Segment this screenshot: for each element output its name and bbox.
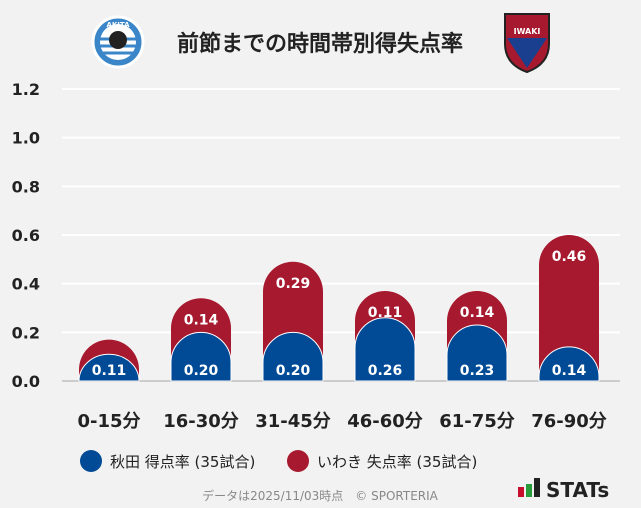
data-label-iwaki: 0.14 [184, 312, 219, 328]
data-label-akita: 0.20 [276, 363, 311, 379]
x-tick-label: 61-75分 [439, 411, 515, 432]
bar-akita [354, 317, 416, 382]
data-label-iwaki: 0.29 [276, 276, 311, 292]
y-tick-label: 0.6 [12, 226, 40, 245]
legend-marker-iwaki [287, 450, 309, 472]
y-tick-label: 0.4 [12, 275, 40, 294]
akita-logo: AKITA [91, 15, 145, 69]
y-tick-label: 1.2 [12, 80, 40, 99]
legend-label-akita: 秋田 得点率 (35試合) [110, 453, 255, 471]
svg-text:AKITA: AKITA [106, 21, 130, 29]
data-label-akita: 0.20 [184, 363, 219, 379]
x-tick-label: 46-60分 [347, 411, 423, 432]
bar-akita [446, 324, 508, 382]
data-label-akita: 0.23 [460, 363, 495, 379]
x-tick-label: 76-90分 [531, 411, 607, 432]
x-tick-label: 0-15分 [77, 411, 140, 432]
y-tick-label: 1.0 [12, 129, 40, 148]
y-tick-label: 0.0 [12, 372, 40, 391]
y-tick-label: 0.8 [12, 177, 40, 196]
data-label-iwaki: 0.14 [460, 305, 495, 321]
iwaki-logo: IWAKI [504, 13, 550, 74]
data-label-iwaki: 0.46 [552, 249, 587, 265]
legend-label-iwaki: いわき 失点率 (35試合) [317, 453, 477, 471]
bar-iwaki [539, 235, 599, 381]
y-tick-label: 0.2 [12, 323, 40, 342]
chart-title: 前節までの時間帯別得失点率 [177, 31, 463, 57]
stats-brand: STATs [546, 478, 609, 502]
footer-note: データは2025/11/03時点 © SPORTERIA [202, 488, 439, 503]
bar-akita [538, 346, 600, 382]
data-label-akita: 0.11 [92, 363, 127, 379]
legend: 秋田 得点率 (35試合) いわき 失点率 (35試合) [80, 450, 477, 472]
data-label-akita: 0.26 [368, 363, 403, 379]
bar-akita [170, 331, 232, 382]
data-label-iwaki: 0.11 [368, 305, 403, 321]
data-label-akita: 0.14 [552, 363, 587, 379]
svg-text:IWAKI: IWAKI [514, 27, 541, 36]
stats-logo: STATs [518, 478, 609, 502]
bar-akita [262, 331, 324, 382]
bar-akita [78, 353, 140, 382]
x-tick-label: 16-30分 [163, 411, 239, 432]
x-tick-label: 31-45分 [255, 411, 331, 432]
legend-marker-akita [80, 450, 102, 472]
